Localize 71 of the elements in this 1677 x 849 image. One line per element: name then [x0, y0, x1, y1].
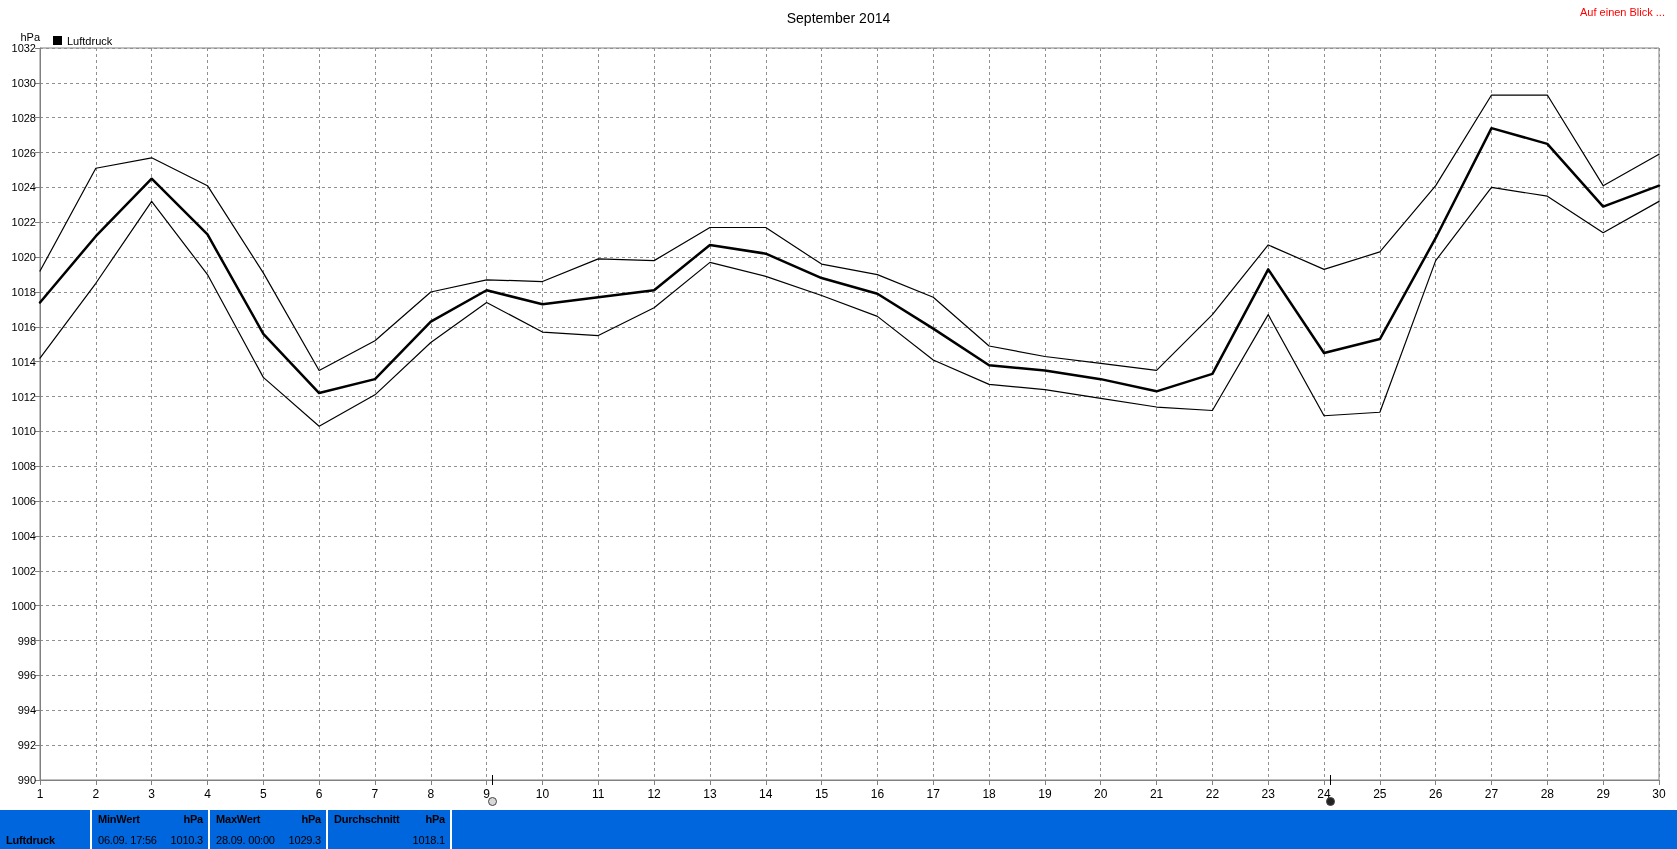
line-series: [38, 126, 1661, 395]
text: 28.09. 00:00: [216, 834, 275, 846]
x-tick-label: 29: [1596, 787, 1611, 801]
y-tick-label: 1030: [11, 76, 36, 89]
x-tick-label: 26: [1429, 787, 1443, 801]
y-tick-label: 994: [17, 704, 36, 717]
y-tick-label: 1006: [11, 495, 36, 508]
x-tick-label: 23: [1261, 787, 1276, 801]
x-tick-label: 6: [315, 787, 323, 801]
y-tick-label: 1008: [11, 460, 36, 473]
x-tick-label: 7: [371, 787, 379, 801]
chart-title: September 2014: [786, 10, 891, 26]
x-tick-label: 19: [1038, 787, 1052, 801]
y-tick-label: 1002: [11, 564, 36, 577]
y-tick-label: 1004: [11, 530, 36, 542]
x-tick-label: 12: [647, 787, 662, 801]
y-tick-label: 1018: [11, 286, 36, 298]
x-tick-label: 5: [259, 787, 267, 801]
text: hPa: [183, 813, 203, 825]
x-tick-label: 18: [982, 787, 997, 801]
y-tick-label: 1024: [11, 181, 36, 194]
y-tick-label: 1010: [11, 425, 36, 438]
x-tick-label: 20: [1094, 787, 1108, 801]
line-series: [39, 186, 1660, 427]
text: Durchschnitt: [334, 813, 400, 825]
y-tick-label: 1026: [11, 146, 36, 159]
y-tick-label: 992: [17, 739, 36, 752]
text: hPa: [425, 813, 445, 825]
x-tick-label: 27: [1484, 787, 1499, 801]
text: MinWert: [98, 813, 140, 825]
y-tick-label: 1022: [11, 216, 36, 229]
x-tick-label: 28: [1540, 787, 1555, 801]
y-tick-label: 998: [17, 634, 36, 647]
y-tick-label: 1032: [11, 42, 36, 54]
y-tick-label: 996: [17, 669, 36, 682]
x-tick-label: 16: [870, 787, 885, 801]
y-tick-label: 1020: [11, 251, 36, 264]
x-tick-label: 10: [535, 787, 550, 801]
y-tick-label: 1014: [11, 355, 36, 368]
legend-label: Luftdruck: [67, 34, 113, 47]
y-tick-label: 990: [17, 774, 36, 786]
x-tick-label: 8: [427, 787, 435, 801]
x-tick-label: 22: [1205, 787, 1220, 801]
y-axis-title: hPa: [20, 30, 41, 43]
x-tick-label: 24: [1317, 787, 1332, 801]
x-tick-label: 9: [483, 787, 491, 801]
text: 1018.1: [412, 834, 445, 846]
x-tick-label: 15: [814, 787, 829, 801]
x-tick-label: 13: [703, 787, 717, 801]
line-series: [39, 94, 1660, 372]
x-tick-label: 3: [148, 787, 156, 801]
text: hPa: [301, 813, 321, 825]
x-tick-label: 1: [36, 787, 44, 801]
text: 1010.3: [170, 834, 203, 846]
x-tick-label: 30: [1652, 787, 1666, 801]
text: Auf einen Blick ...: [1580, 6, 1665, 18]
x-tick-label: 14: [759, 787, 773, 801]
x-tick-label: 4: [204, 787, 212, 801]
text: 06.09. 17:56: [98, 834, 157, 846]
text: Luftdruck: [6, 834, 55, 846]
x-tick-label: 21: [1149, 787, 1164, 801]
x-tick-label: 2: [92, 787, 100, 801]
y-tick-label: 1016: [11, 320, 36, 333]
x-tick-label: 25: [1373, 787, 1387, 801]
y-tick-label: 1028: [11, 111, 36, 124]
y-tick-label: 1000: [11, 599, 36, 612]
x-tick-label: 11: [592, 787, 605, 801]
text: MaxWert: [216, 813, 261, 825]
x-tick-label: 17: [926, 787, 941, 801]
text: 1029.3: [288, 834, 321, 846]
y-tick-label: 1012: [11, 390, 36, 403]
